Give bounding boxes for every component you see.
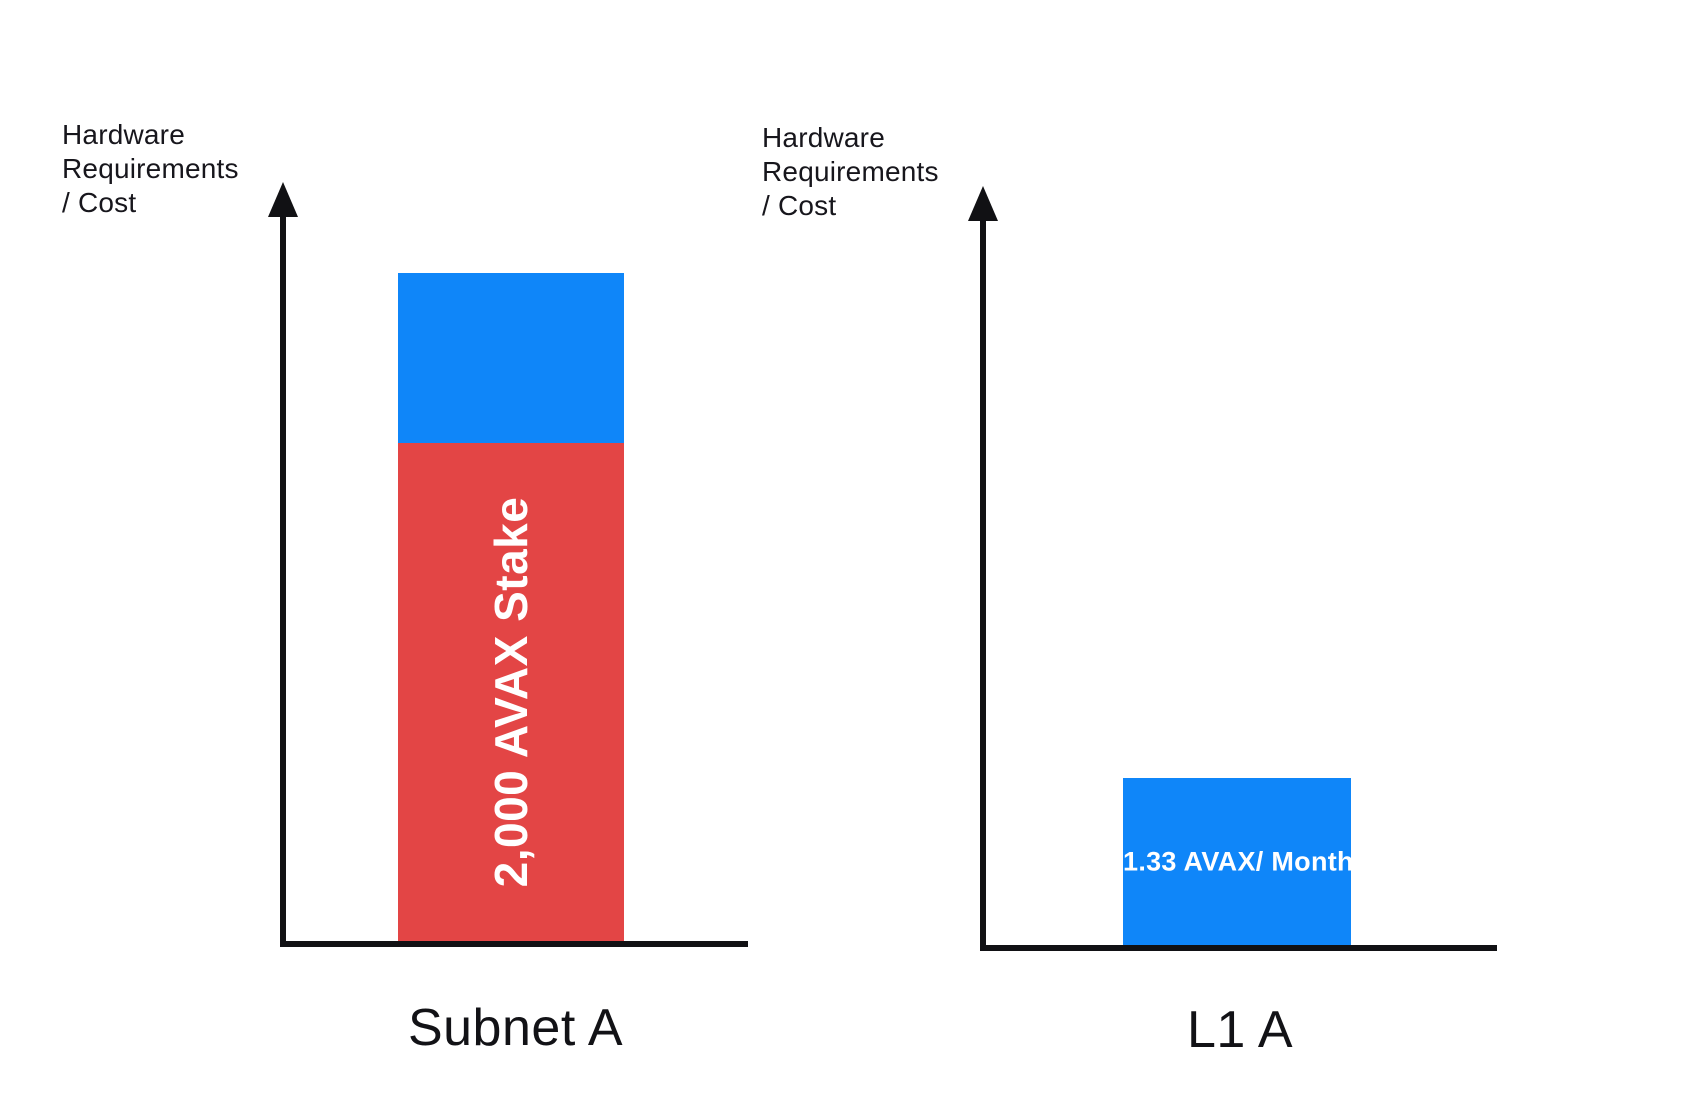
bar-label-monthly-fee: 1.33 AVAX/ Month bbox=[1123, 846, 1354, 876]
y-axis-line bbox=[980, 216, 986, 951]
y-axis-label-l1-a: Hardware Requirements / Cost bbox=[762, 121, 939, 223]
bar-label-avax-stake: 2,000 AVAX Stake bbox=[485, 496, 537, 888]
chart-title-l1-a: L1 A bbox=[1186, 1001, 1294, 1059]
bar-segment-hardware-cost bbox=[398, 273, 624, 443]
y-axis-arrowhead-icon bbox=[268, 182, 298, 217]
bar-subnet-a: 2,000 AVAX Stake bbox=[398, 273, 624, 941]
y-axis-label-line: / Cost bbox=[762, 190, 837, 221]
x-axis-line bbox=[980, 945, 1497, 951]
bar-segment-avax-stake: 2,000 AVAX Stake bbox=[398, 443, 624, 941]
y-axis-label-line: Requirements bbox=[62, 153, 239, 184]
bar-segment-monthly-fee: 1.33 AVAX/ Month bbox=[1123, 778, 1354, 945]
y-axis-label-line: / Cost bbox=[62, 187, 137, 218]
y-axis-label-subnet-a: Hardware Requirements / Cost bbox=[62, 118, 239, 220]
y-axis-arrowhead-icon bbox=[968, 186, 998, 221]
y-axis-label-line: Requirements bbox=[762, 156, 939, 187]
x-axis-line bbox=[280, 941, 748, 947]
y-axis-line bbox=[280, 212, 286, 947]
chart-title-subnet-a: Subnet A bbox=[407, 999, 624, 1057]
y-axis-label-line: Hardware bbox=[762, 122, 885, 153]
bar-l1-a: 1.33 AVAX/ Month bbox=[1123, 778, 1354, 945]
y-axis-label-line: Hardware bbox=[62, 119, 185, 150]
